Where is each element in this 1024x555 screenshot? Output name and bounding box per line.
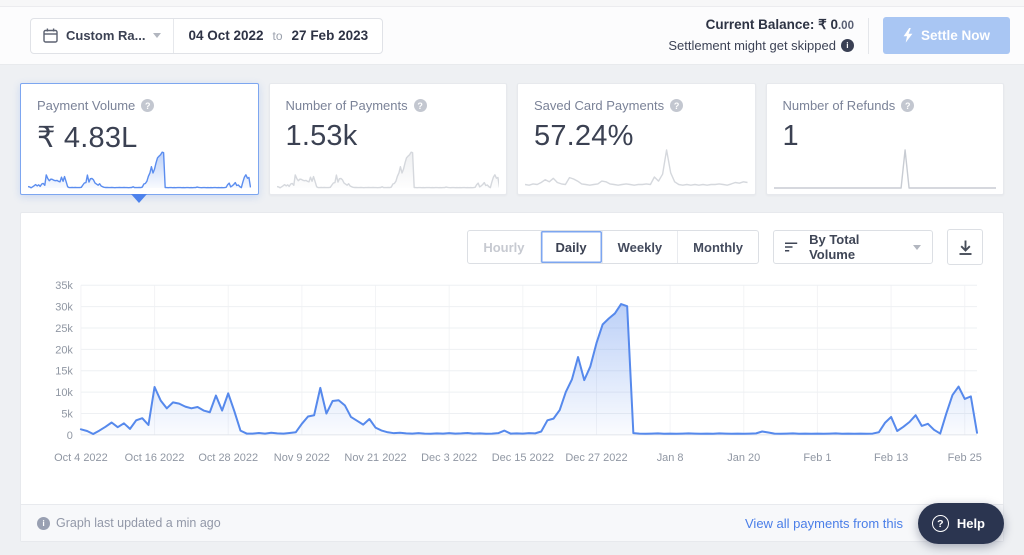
svg-text:10k: 10k [55, 387, 73, 399]
browser-top-strip [0, 0, 1024, 7]
saved-card-payments-sparkline [525, 144, 748, 190]
settlement-note-text: Settlement might get skipped [668, 37, 836, 53]
svg-text:Jan 8: Jan 8 [657, 452, 684, 464]
help-circle-icon[interactable]: ? [413, 99, 427, 112]
svg-text:30k: 30k [55, 302, 73, 314]
svg-text:25k: 25k [55, 323, 73, 335]
svg-text:Oct 16 2022: Oct 16 2022 [125, 452, 185, 464]
payment-volume-sparkline [28, 144, 251, 190]
help-label: Help [956, 516, 985, 531]
svg-text:Nov 9 2022: Nov 9 2022 [274, 452, 330, 464]
balance-amount: ₹ 0 [814, 16, 838, 32]
svg-text:0: 0 [67, 430, 73, 442]
card-value: 57.24% [534, 120, 634, 152]
card-title-row: Saved Card Payments ? [534, 98, 739, 113]
tab-weekly[interactable]: Weekly [601, 231, 678, 263]
chart-footer: i Graph last updated a min ago View all … [21, 504, 1003, 541]
metric-cards: Payment Volume ? ₹ 4.83L Number of Payme… [20, 83, 1004, 203]
svg-text:5k: 5k [61, 408, 73, 420]
selected-card-pointer [131, 194, 148, 203]
balance-fraction: .00 [837, 19, 854, 32]
date-range-values[interactable]: 04 Oct 2022 to 27 Feb 2023 [174, 28, 382, 43]
svg-text:Oct 28 2022: Oct 28 2022 [198, 452, 258, 464]
balance-block: Current Balance: ₹ 0.00 Settlement might… [668, 15, 854, 56]
number-of-refunds-sparkline [774, 144, 997, 190]
divider [173, 18, 175, 53]
card-value: 1 [782, 120, 799, 152]
svg-text:Feb 25: Feb 25 [948, 452, 982, 464]
lightning-bolt-icon [903, 28, 913, 43]
card-payment-volume[interactable]: Payment Volume ? ₹ 4.83L [20, 83, 259, 203]
date-range-picker[interactable]: Custom Ra... 04 Oct 2022 to 27 Feb 2023 [30, 17, 384, 54]
card-value: ₹ 4.83L [37, 122, 138, 154]
svg-text:15k: 15k [55, 366, 73, 378]
balance-label: Current Balance: [705, 16, 815, 32]
help-circle-icon[interactable]: ? [141, 99, 155, 112]
card-value: 1.53k [285, 120, 358, 152]
question-circle-icon: ? [931, 515, 949, 532]
card-title: Saved Card Payments [534, 98, 665, 113]
range-type-label: Custom Ra... [66, 28, 146, 43]
header: Custom Ra... 04 Oct 2022 to 27 Feb 2023 … [0, 7, 1024, 65]
info-icon[interactable]: i [840, 39, 854, 53]
payments-area-chart: Oct 4 2022 Oct 16 2022 Oct 28 2022 Nov 9 20… [54, 280, 982, 464]
card-title-row: Payment Volume ? [37, 98, 242, 113]
last-updated-text: Graph last updated a min ago [56, 516, 221, 530]
current-balance: Current Balance: ₹ 0.00 [668, 15, 854, 36]
svg-text:20k: 20k [55, 344, 73, 356]
chevron-down-icon [913, 244, 921, 250]
card-number-of-payments[interactable]: Number of Payments ? 1.53k [268, 83, 507, 195]
granularity-tabs: Hourly Daily Weekly Monthly [467, 230, 759, 264]
svg-text:Jan 20: Jan 20 [727, 452, 760, 464]
chart-controls: Hourly Daily Weekly Monthly By Total Vol… [21, 213, 1003, 269]
svg-text:Nov 21 2022: Nov 21 2022 [344, 452, 406, 464]
settlement-note: Settlement might get skipped i [668, 36, 854, 56]
chart-area-wrapper: Oct 4 2022 Oct 16 2022 Oct 28 2022 Nov 9 20… [21, 269, 1003, 477]
calendar-icon [43, 28, 58, 43]
to-label: to [272, 28, 283, 43]
number-of-payments-sparkline [276, 144, 499, 190]
card-title: Payment Volume [37, 98, 136, 113]
chevron-down-icon [153, 33, 162, 38]
sort-icon [785, 242, 798, 252]
divider [867, 17, 869, 54]
svg-text:Dec 3 2022: Dec 3 2022 [421, 452, 477, 464]
svg-text:Dec 15 2022: Dec 15 2022 [492, 452, 554, 464]
view-all-payments-link[interactable]: View all payments from this [745, 515, 903, 531]
svg-text:Oct 4 2022: Oct 4 2022 [54, 452, 108, 464]
card-title-row: Number of Refunds ? [783, 98, 988, 113]
sort-by-dropdown[interactable]: By Total Volume [773, 230, 933, 264]
settle-now-label: Settle Now [920, 28, 990, 43]
start-date: 04 Oct 2022 [188, 28, 264, 43]
help-button[interactable]: ? Help [917, 503, 1004, 544]
card-title: Number of Payments [285, 98, 408, 113]
range-type-dropdown[interactable]: Custom Ra... [31, 19, 173, 53]
svg-text:Feb 13: Feb 13 [874, 452, 908, 464]
dashboard-main: Payment Volume ? ₹ 4.83L Number of Payme… [0, 65, 1024, 542]
help-circle-icon[interactable]: ? [670, 99, 684, 112]
download-icon [959, 240, 971, 255]
card-number-of-refunds[interactable]: Number of Refunds ? 1 [765, 83, 1004, 195]
download-button[interactable] [947, 229, 983, 265]
last-updated-status: i Graph last updated a min ago [37, 516, 221, 530]
header-right: Current Balance: ₹ 0.00 Settlement might… [668, 15, 1010, 56]
svg-text:Feb 1: Feb 1 [803, 452, 831, 464]
help-circle-icon[interactable]: ? [901, 99, 915, 112]
tab-monthly[interactable]: Monthly [677, 231, 758, 263]
sort-by-label: By Total Volume [809, 232, 860, 262]
card-title: Number of Refunds [782, 98, 896, 113]
card-title-row: Number of Payments ? [286, 98, 491, 113]
tab-hourly[interactable]: Hourly [468, 231, 539, 263]
svg-text:Dec 27 2022: Dec 27 2022 [565, 452, 627, 464]
card-saved-card-payments[interactable]: Saved Card Payments ? 57.24% [517, 83, 756, 195]
svg-text:35k: 35k [55, 280, 73, 292]
end-date: 27 Feb 2023 [291, 28, 369, 43]
info-icon: i [37, 516, 50, 530]
chart-panel: Hourly Daily Weekly Monthly By Total Vol… [20, 212, 1004, 542]
tab-daily[interactable]: Daily [539, 231, 602, 263]
settle-now-button[interactable]: Settle Now [882, 17, 1010, 54]
